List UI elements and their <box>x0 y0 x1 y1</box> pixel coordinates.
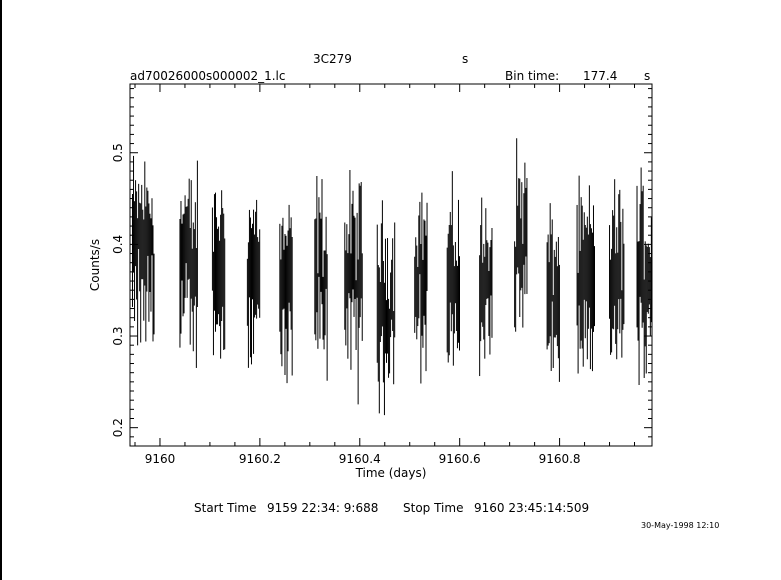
x-tick-label: 9160 <box>145 452 176 466</box>
title-unit: s <box>462 52 469 66</box>
x-tick-label: 9160.6 <box>439 452 481 466</box>
x-tick-label: 9160.2 <box>239 452 281 466</box>
window-left-edge <box>0 0 2 580</box>
file-name: ad70026000s000002_1.lc <box>130 69 286 83</box>
plot-timestamp: 30-May-1998 12:10 <box>641 521 720 530</box>
chart-title: 3C279 <box>313 52 352 66</box>
stop-time-value: 9160 23:45:14:509 <box>474 501 590 515</box>
y-tick-label: 0.3 <box>111 326 125 345</box>
start-time-value: 9159 22:34: 9:688 <box>267 501 379 515</box>
plot-frame <box>129 83 653 447</box>
y-tick-label: 0.4 <box>111 235 125 254</box>
y-tick-label: 0.5 <box>111 143 125 162</box>
data-points <box>131 138 652 416</box>
axis-ticks: 9160 9160.2 9160.4 9160.6 9160.8 0.2 0.3 0.4 0.5 <box>111 84 652 466</box>
y-axis-label: Counts/s <box>88 239 102 291</box>
x-tick-label: 9160.8 <box>539 452 581 466</box>
start-time-label: Start Time <box>194 501 257 515</box>
y-tick-label: 0.2 <box>111 418 125 437</box>
x-axis-label: Time (days) <box>355 466 427 480</box>
x-tick-label: 9160.4 <box>339 452 381 466</box>
bin-time-value: 177.4 <box>583 69 618 83</box>
stop-time-label: Stop Time <box>403 501 464 515</box>
bin-time-unit: s <box>644 69 651 83</box>
bin-time-label: Bin time: <box>505 69 560 83</box>
